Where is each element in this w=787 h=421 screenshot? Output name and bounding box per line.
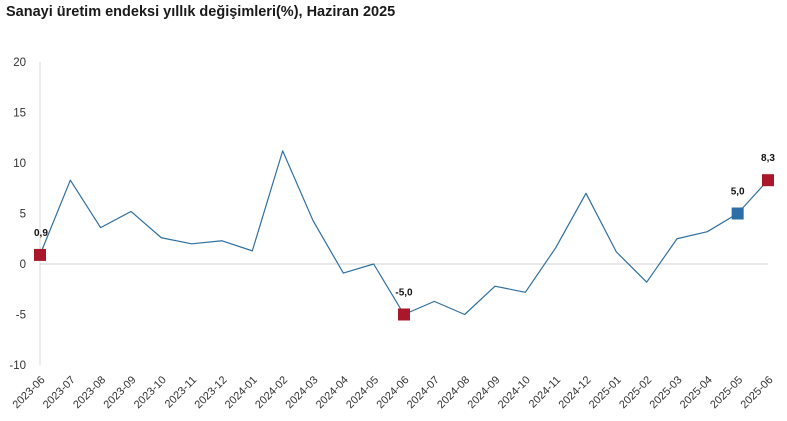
x-tick-label: 2025-04 [678,374,715,411]
y-tick-label: -5 [16,310,26,322]
x-tick-label: 2024-01 [223,374,260,411]
x-tick-label: 2024-07 [405,374,442,411]
x-tick-label: 2024-02 [253,374,290,411]
y-axis: -10 -5 0 5 10 15 20 [9,57,41,372]
highlight-point [34,248,46,261]
x-tick-label: 2024-08 [435,374,472,411]
x-tick-label: 2025-01 [587,374,624,411]
y-tick-label: 5 [20,209,26,221]
x-tick-label: 2023-08 [71,374,108,411]
x-tick-label: 2025-03 [648,374,685,411]
x-tick-label: 2024-09 [466,374,503,411]
highlight-point [731,207,744,220]
x-tick-label: 2025-06 [739,374,776,411]
y-tick-label: 10 [13,158,26,170]
x-tick-label: 2025-02 [617,374,654,411]
x-tick-label: 2025-05 [708,374,745,411]
data-label: 8,3 [761,153,775,164]
highlight-markers: 0,9 -5,0 5,0 8,3 [34,153,775,321]
x-tick-label: 2023-07 [41,374,78,411]
x-tick-label: 2023-06 [11,374,48,411]
data-label: 0,9 [34,228,48,239]
y-tick-label: -10 [9,360,26,372]
y-tick-label: 15 [13,108,26,120]
data-label: 5,0 [731,187,745,198]
x-tick-label: 2023-09 [102,374,139,411]
x-tick-label: 2024-03 [284,374,321,411]
x-tick-label: 2024-06 [375,374,412,411]
highlight-point [762,174,774,187]
x-tick-label: 2024-05 [344,374,381,411]
x-tick-label: 2024-10 [496,374,533,411]
y-tick-label: 0 [20,259,26,271]
x-tick-label: 2023-10 [132,374,169,411]
data-label: -5,0 [395,288,413,299]
x-tick-label: 2024-12 [557,374,594,411]
chart-title: Sanayi üretim endeksi yıllık değişimleri… [6,4,396,20]
y-tick-label: 20 [13,57,26,69]
highlight-point [398,308,410,321]
x-tick-label: 2023-12 [193,374,230,411]
x-tick-label: 2024-04 [314,374,351,411]
